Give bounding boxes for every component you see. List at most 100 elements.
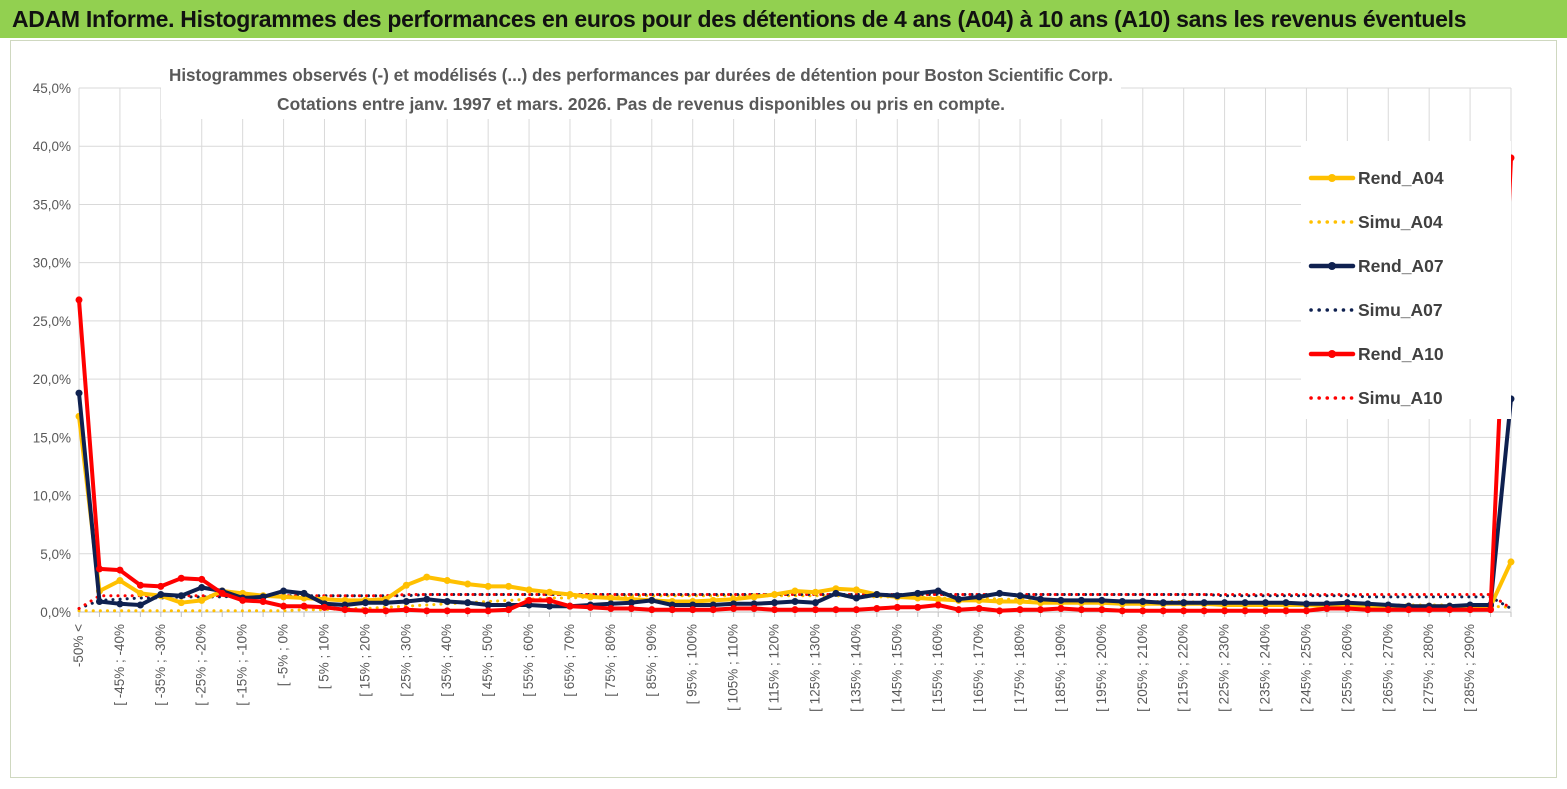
data-point-rend-a10 bbox=[1036, 606, 1044, 614]
data-point-rend-a10 bbox=[996, 607, 1004, 615]
data-point-rend-a07 bbox=[893, 592, 901, 600]
data-point-rend-a07 bbox=[811, 599, 819, 607]
data-point-rend-a07 bbox=[177, 592, 185, 600]
data-point-rend-a07 bbox=[1036, 595, 1044, 603]
x-tick-label: [ 85% ; 90% bbox=[644, 624, 659, 697]
data-point-rend-a10 bbox=[1180, 607, 1188, 615]
data-point-rend-a10 bbox=[730, 605, 738, 613]
data-point-rend-a04 bbox=[198, 596, 206, 604]
data-point-rend-a04 bbox=[996, 598, 1004, 606]
legend-label: Simu_A07 bbox=[1358, 300, 1443, 320]
data-point-rend-a10 bbox=[791, 606, 799, 614]
data-point-rend-a10 bbox=[198, 575, 206, 583]
data-point-rend-a10 bbox=[1241, 607, 1249, 615]
data-point-rend-a10 bbox=[464, 607, 472, 615]
data-point-rend-a10 bbox=[1364, 606, 1372, 614]
x-tick-label: [ 125% ; 130% bbox=[807, 624, 822, 712]
legend: Rend_A04 Simu_A04 Rend_A07 Simu_A07 Rend_A10… bbox=[1301, 141, 1511, 419]
data-point-rend-a07 bbox=[402, 598, 410, 606]
x-tick-label: [ 195% ; 200% bbox=[1094, 624, 1109, 712]
data-point-rend-a07 bbox=[423, 595, 431, 603]
data-point-rend-a10 bbox=[1282, 607, 1290, 615]
data-point-rend-a07 bbox=[1221, 599, 1229, 607]
data-point-rend-a07 bbox=[1200, 599, 1208, 607]
legend-item-rend-a07: Rend_A07 bbox=[1308, 256, 1444, 276]
data-point-rend-a04 bbox=[116, 577, 124, 585]
data-point-rend-a07 bbox=[484, 601, 492, 609]
data-point-rend-a04 bbox=[566, 591, 574, 599]
y-tick-label: 40,0% bbox=[33, 139, 71, 154]
data-point-rend-a10 bbox=[361, 607, 369, 615]
series-line-rend-a10 bbox=[77, 155, 1513, 613]
data-point-rend-a07 bbox=[832, 589, 840, 597]
data-point-rend-a07 bbox=[157, 591, 165, 599]
x-tick-label: [ 95% ; 100% bbox=[685, 624, 700, 704]
data-point-rend-a07 bbox=[464, 599, 472, 607]
data-point-rend-a10 bbox=[423, 607, 431, 615]
data-point-rend-a10 bbox=[1323, 605, 1331, 613]
data-point-rend-a10 bbox=[1343, 605, 1351, 613]
data-point-rend-a10 bbox=[300, 602, 308, 610]
data-point-rend-a07 bbox=[95, 598, 103, 606]
data-point-rend-a10 bbox=[832, 606, 840, 614]
data-point-rend-a04 bbox=[934, 595, 942, 603]
data-point-rend-a10 bbox=[607, 605, 615, 613]
data-point-rend-a07 bbox=[361, 599, 369, 607]
data-point-rend-a10 bbox=[116, 566, 124, 574]
y-tick-label: 45,0% bbox=[33, 81, 71, 96]
x-tick-label: [ 25% ; 30% bbox=[398, 624, 413, 697]
x-tick-label: [ -25% ; -20% bbox=[194, 624, 209, 706]
data-point-rend-a07 bbox=[1241, 599, 1249, 607]
data-point-rend-a04 bbox=[1016, 598, 1024, 606]
plot-series bbox=[75, 154, 1515, 615]
data-point-rend-a07 bbox=[1098, 596, 1106, 604]
report-title: ADAM Informe. Histogrammes des performan… bbox=[12, 6, 1467, 32]
legend-label: Simu_A10 bbox=[1358, 388, 1443, 408]
x-tick-label: [ 105% ; 110% bbox=[726, 624, 741, 711]
data-point-rend-a10 bbox=[1487, 606, 1495, 614]
data-point-rend-a07 bbox=[1016, 592, 1024, 600]
data-point-rend-a10 bbox=[239, 596, 247, 604]
data-point-rend-a10 bbox=[1405, 606, 1413, 614]
data-point-rend-a10 bbox=[402, 606, 410, 614]
data-point-rend-a07 bbox=[975, 593, 983, 601]
data-point-rend-a10 bbox=[484, 607, 492, 615]
data-point-rend-a10 bbox=[1200, 607, 1208, 615]
data-point-rend-a04 bbox=[525, 586, 533, 594]
data-point-rend-a10 bbox=[177, 574, 185, 582]
data-point-rend-a07 bbox=[75, 389, 83, 397]
x-tick-label: [ -5% ; 0% bbox=[276, 624, 291, 686]
data-point-rend-a07 bbox=[136, 601, 144, 609]
data-point-rend-a10 bbox=[1077, 606, 1085, 614]
data-point-rend-a04 bbox=[771, 591, 779, 599]
data-point-rend-a10 bbox=[1384, 606, 1392, 614]
x-tick-label: [ 215% ; 220% bbox=[1176, 624, 1191, 712]
x-tick-label: [ 65% ; 70% bbox=[562, 624, 577, 697]
data-point-rend-a10 bbox=[955, 606, 963, 614]
data-point-rend-a07 bbox=[198, 584, 206, 592]
y-tick-label: 30,0% bbox=[33, 256, 71, 271]
x-tick-label: [ 205% ; 210% bbox=[1135, 624, 1150, 712]
data-point-rend-a04 bbox=[402, 581, 410, 589]
data-point-rend-a07 bbox=[546, 602, 554, 610]
data-point-rend-a07 bbox=[627, 599, 635, 607]
legend-marker bbox=[1328, 174, 1336, 182]
x-tick-label: [ 265% ; 270% bbox=[1380, 624, 1395, 712]
x-axis: -50% < [ -45% ; -40% [ -35% ; -30% [ -25% ;… bbox=[71, 624, 1477, 712]
chart-subtitle: Cotations entre janv. 1997 et mars. 2026… bbox=[277, 94, 1005, 114]
data-point-rend-a07 bbox=[852, 594, 860, 602]
data-point-rend-a10 bbox=[1139, 607, 1147, 615]
x-tick-label: [ 15% ; 20% bbox=[357, 624, 372, 697]
data-point-rend-a10 bbox=[1302, 607, 1310, 615]
data-point-rend-a10 bbox=[443, 607, 451, 615]
legend-item-simu-a10: Simu_A10 bbox=[1309, 388, 1443, 408]
data-point-rend-a04 bbox=[852, 586, 860, 594]
data-point-rend-a07 bbox=[873, 591, 881, 599]
chart-area: 0,0% 5,0% 10,0% 15,0% 20,0% 25,0% 30,0% 35,0% 40… bbox=[33, 61, 1515, 712]
data-point-rend-a07 bbox=[648, 596, 656, 604]
x-tick-label: [ 245% ; 250% bbox=[1298, 624, 1313, 712]
data-point-rend-a10 bbox=[382, 607, 390, 615]
data-point-rend-a10 bbox=[852, 606, 860, 614]
series-line-simu-a10 bbox=[77, 593, 1513, 610]
chart-title: Histogrammes observés (-) et modélisés (… bbox=[169, 65, 1113, 85]
